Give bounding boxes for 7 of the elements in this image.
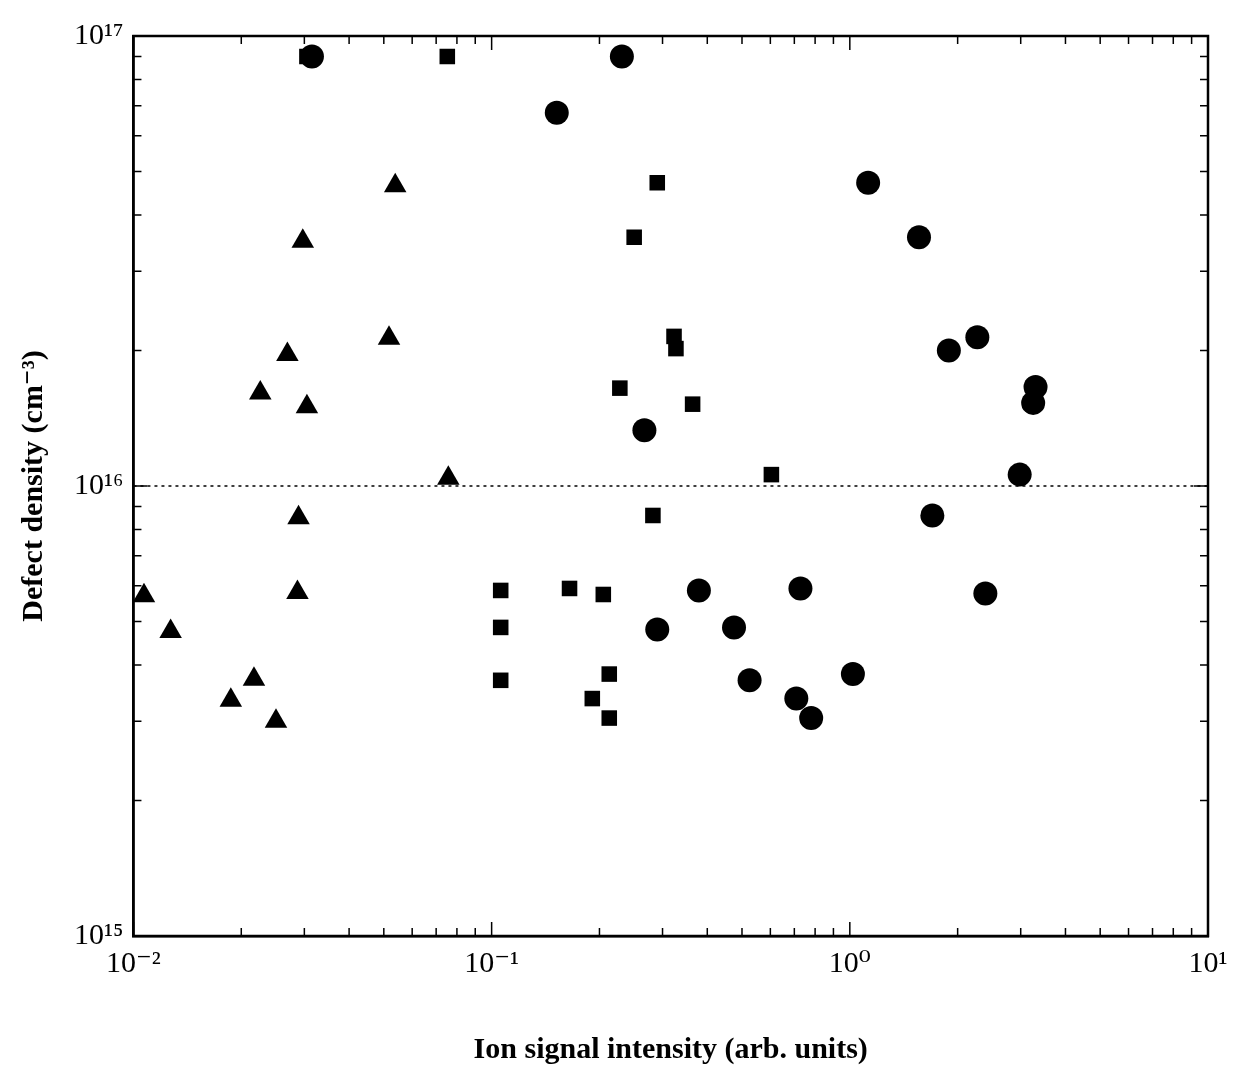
x-tick-label: 10⁻¹ <box>464 944 520 978</box>
x-axis-title: Ion signal intensity (arb. units) <box>473 1030 868 1065</box>
y-tick-label: 10¹⁶ <box>74 466 124 500</box>
y-axis-title: Defect density (cm⁻³) <box>14 350 49 622</box>
x-tick-label: 10¹ <box>1188 944 1228 978</box>
x-tick-label: 10⁰ <box>828 944 871 978</box>
y-tick-label: 10¹⁷ <box>74 16 124 50</box>
